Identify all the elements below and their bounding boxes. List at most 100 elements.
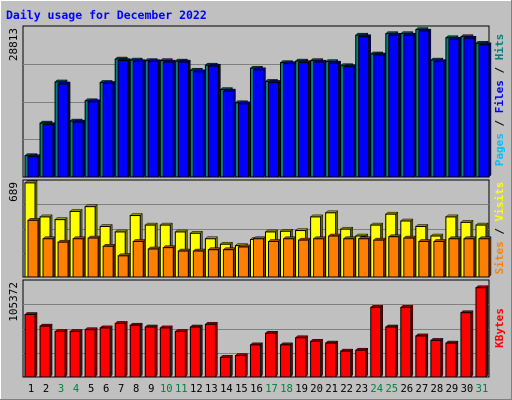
x-tick-label-day-5: 5 — [88, 383, 94, 395]
bar-sites-day-8 — [132, 238, 146, 278]
x-tick-label-day-12: 12 — [190, 383, 203, 395]
bar-sites-day-27 — [418, 238, 432, 278]
x-tick-label-day-18: 18 — [280, 383, 293, 395]
bar-sites-day-9 — [147, 246, 161, 278]
x-tick-label-day-31: 31 — [476, 383, 489, 395]
panel-kbytes: 105372 KBytes — [7, 279, 506, 378]
bar-files-day-15 — [237, 101, 252, 178]
bar-files-day-12 — [192, 69, 206, 178]
bar-kbytes-day-27 — [415, 333, 429, 378]
bar-kbytes-day-23 — [355, 347, 369, 378]
bar-kbytes-day-16 — [249, 342, 264, 378]
x-tick-label-day-15: 15 — [235, 383, 248, 395]
x-tick-label-day-6: 6 — [103, 383, 109, 395]
x-tick-label-day-22: 22 — [340, 383, 353, 395]
bar-sites-day-16 — [252, 236, 267, 278]
bar-sites-day-22 — [343, 236, 357, 278]
axis-label-kbytes: KBytes — [493, 308, 506, 348]
x-tick-label-day-28: 28 — [431, 383, 444, 395]
bar-kbytes-day-4 — [69, 328, 83, 378]
x-tick-label-day-8: 8 — [133, 383, 139, 395]
bar-kbytes-day-13 — [204, 321, 218, 378]
x-axis-labels: 1 2 3 4 5 6 7 8 9 10 11 12 13 14 15 16 17 18 19 20 21 22 23 24 2… — [28, 383, 488, 395]
bar-files-day-26 — [403, 32, 417, 178]
panel-pages_files_hits: 28813 Pages / Files / Hits — [7, 25, 506, 178]
bar-files-day-7 — [117, 57, 131, 178]
bar-kbytes-day-31 — [475, 285, 489, 378]
bar-sites-day-5 — [87, 235, 101, 278]
bar-sites-day-25 — [388, 234, 402, 278]
bar-files-day-20 — [313, 59, 327, 178]
bar-files-day-23 — [358, 34, 372, 178]
x-tick-label-day-26: 26 — [400, 383, 413, 395]
bar-files-day-28 — [433, 59, 447, 178]
bar-kbytes-day-12 — [189, 324, 203, 378]
bar-sites-day-12 — [192, 248, 206, 278]
bar-sites-day-2 — [42, 236, 56, 278]
bar-kbytes-day-2 — [39, 323, 53, 378]
bar-kbytes-day-28 — [430, 337, 444, 378]
x-tick-label-day-13: 13 — [205, 383, 218, 395]
y-max-label-visits_sites: 689 — [7, 182, 20, 202]
panel-visits_sites: 689 Sites / Visits — [7, 179, 506, 278]
y-max-label-pages_files_hits: 28813 — [7, 28, 20, 61]
bar-kbytes-day-20 — [310, 338, 324, 378]
bar-kbytes-day-21 — [325, 340, 339, 378]
bar-files-day-24 — [373, 52, 387, 178]
bar-files-day-13 — [207, 63, 221, 178]
bar-files-day-2 — [42, 122, 56, 178]
bar-kbytes-day-5 — [84, 327, 98, 378]
bar-files-day-29 — [448, 36, 462, 178]
chart-panels: 28813 Pages / Files / Hits 689 Sites / Visi… — [7, 25, 506, 378]
x-tick-label-day-9: 9 — [148, 383, 154, 395]
bar-kbytes-day-18 — [279, 342, 294, 378]
x-tick-label-day-16: 16 — [250, 383, 263, 395]
bar-files-day-17 — [267, 79, 282, 178]
x-tick-label-day-3: 3 — [58, 383, 64, 395]
bar-files-day-6 — [102, 80, 116, 178]
bar-files-day-27 — [418, 28, 432, 178]
bar-kbytes-day-1 — [24, 311, 38, 378]
bar-sites-day-13 — [207, 247, 221, 278]
bar-sites-day-4 — [72, 236, 86, 278]
bar-sites-day-14 — [222, 247, 237, 278]
x-tick-label-day-11: 11 — [175, 383, 188, 395]
bar-kbytes-day-3 — [54, 328, 68, 378]
bar-files-day-31 — [478, 42, 492, 178]
bar-files-day-10 — [162, 59, 176, 178]
bar-files-day-22 — [343, 64, 357, 178]
bar-sites-day-29 — [448, 236, 462, 278]
bar-kbytes-day-22 — [340, 348, 354, 378]
bar-files-day-5 — [87, 99, 101, 178]
bar-files-day-8 — [132, 59, 146, 178]
bar-sites-day-6 — [102, 243, 116, 278]
x-tick-label-day-25: 25 — [385, 383, 398, 395]
bar-files-day-11 — [177, 59, 191, 178]
bar-sites-day-20 — [313, 236, 327, 278]
bar-kbytes-day-17 — [264, 330, 279, 378]
bar-sites-day-18 — [282, 236, 297, 278]
x-tick-label-day-27: 27 — [416, 383, 429, 395]
bar-sites-day-1 — [27, 217, 41, 278]
x-tick-label-day-29: 29 — [446, 383, 459, 395]
x-tick-label-day-1: 1 — [28, 383, 34, 395]
bar-kbytes-day-19 — [294, 335, 309, 378]
bar-sites-day-3 — [57, 239, 71, 278]
bar-files-day-21 — [328, 60, 342, 178]
chart-title: Daily usage for December 2022 — [6, 8, 207, 22]
bar-kbytes-day-9 — [144, 324, 158, 378]
bar-kbytes-day-6 — [99, 325, 113, 378]
x-tick-label-day-30: 30 — [461, 383, 474, 395]
bar-files-day-9 — [147, 59, 161, 178]
bar-sites-day-28 — [433, 238, 447, 278]
bar-sites-day-21 — [328, 233, 342, 278]
x-tick-label-day-17: 17 — [265, 383, 278, 395]
bar-kbytes-day-7 — [114, 320, 128, 378]
x-tick-label-day-21: 21 — [325, 383, 338, 395]
bar-sites-day-24 — [373, 237, 387, 278]
bar-sites-day-10 — [162, 245, 176, 278]
bar-files-day-16 — [252, 67, 267, 178]
x-tick-label-day-10: 10 — [160, 383, 173, 395]
bar-files-day-18 — [282, 61, 297, 178]
bar-kbytes-day-29 — [445, 340, 459, 378]
